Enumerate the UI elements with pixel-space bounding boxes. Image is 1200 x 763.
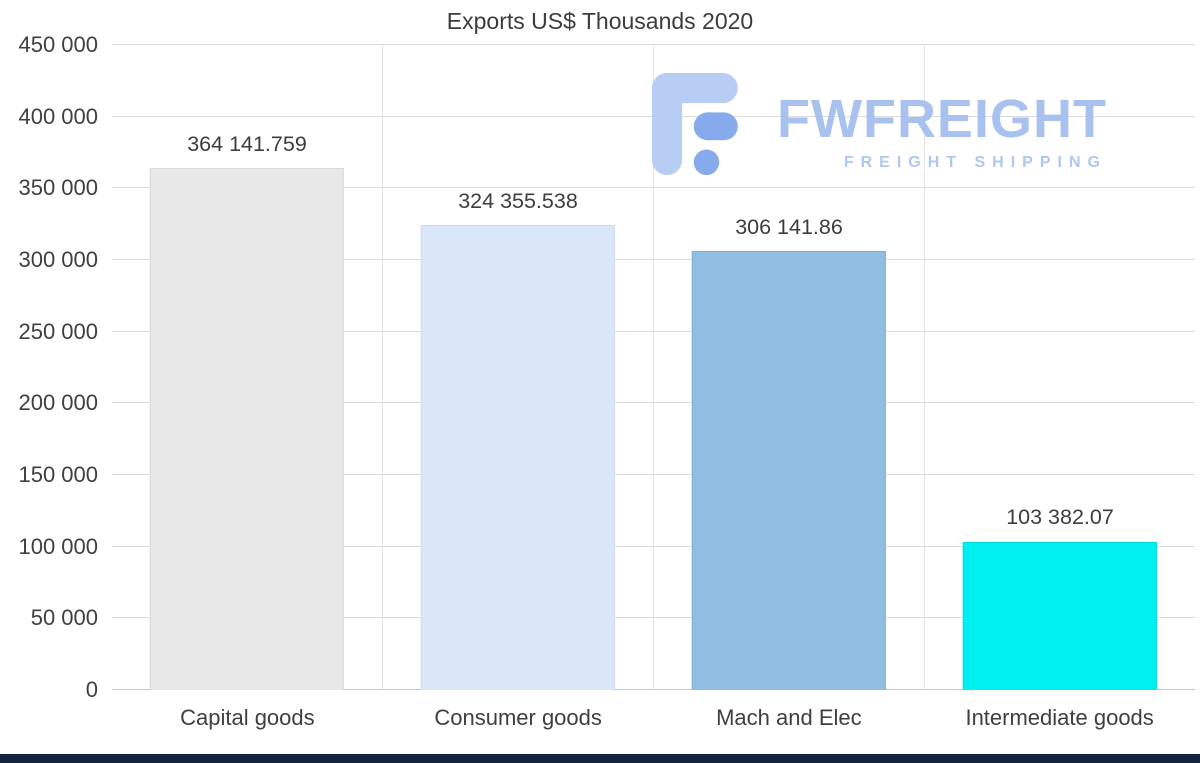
footer-bar (0, 754, 1200, 763)
bar-value-label: 324 355.538 (458, 188, 578, 213)
y-tick-label: 400 000 (18, 103, 98, 129)
y-tick-label: 100 000 (18, 533, 98, 559)
y-tick-label: 300 000 (18, 247, 98, 272)
y-tick-label: 250 000 (18, 318, 98, 344)
bar-column-capital-goods: 364 141.759 (112, 45, 382, 690)
bar-column-mach-and-elec: 306 141.86 (653, 45, 924, 690)
y-tick-label: 0 (85, 677, 98, 702)
bar-value-label: 306 141.86 (735, 214, 843, 239)
bar-value-label: 103 382.07 (1006, 505, 1114, 530)
x-tick-label: Consumer goods (434, 705, 602, 730)
chart-title: Exports US$ Thousands 2020 (446, 8, 754, 34)
x-tick-label: Intermediate goods (965, 705, 1154, 730)
gridline (112, 44, 1195, 45)
bar-intermediate-goods (962, 541, 1158, 690)
bars-row: 364 141.759 324 355.538 306 141.86 103 382.… (112, 45, 1195, 690)
y-tick-label: 200 000 (18, 390, 98, 416)
x-tick-label: Mach and Elec (716, 705, 862, 730)
y-tick-label: 450 000 (18, 32, 98, 57)
y-axis-labels: 0 50 000 100 000 150 000 200 000 250 000 300 0… (0, 34, 98, 701)
bar-capital-goods (149, 168, 345, 690)
y-tick-label: 350 000 (18, 175, 98, 201)
y-tick-label: 150 000 (18, 462, 98, 487)
bar-value-label: 364 141.759 (187, 131, 307, 156)
plot-area: 364 141.759 324 355.538 306 141.86 103 382.… (112, 44, 1195, 690)
x-axis-labels: Capital goods Consumer goods Mach and Elec… (112, 690, 1195, 731)
x-tick-label: Capital goods (180, 705, 315, 730)
bar-column-consumer-goods: 324 355.538 (382, 45, 653, 690)
bar-column-intermediate-goods: 103 382.07 (924, 45, 1195, 690)
bar-mach-and-elec (691, 251, 887, 690)
y-tick-label: 50 000 (30, 605, 98, 631)
bar-consumer-goods (420, 225, 616, 690)
